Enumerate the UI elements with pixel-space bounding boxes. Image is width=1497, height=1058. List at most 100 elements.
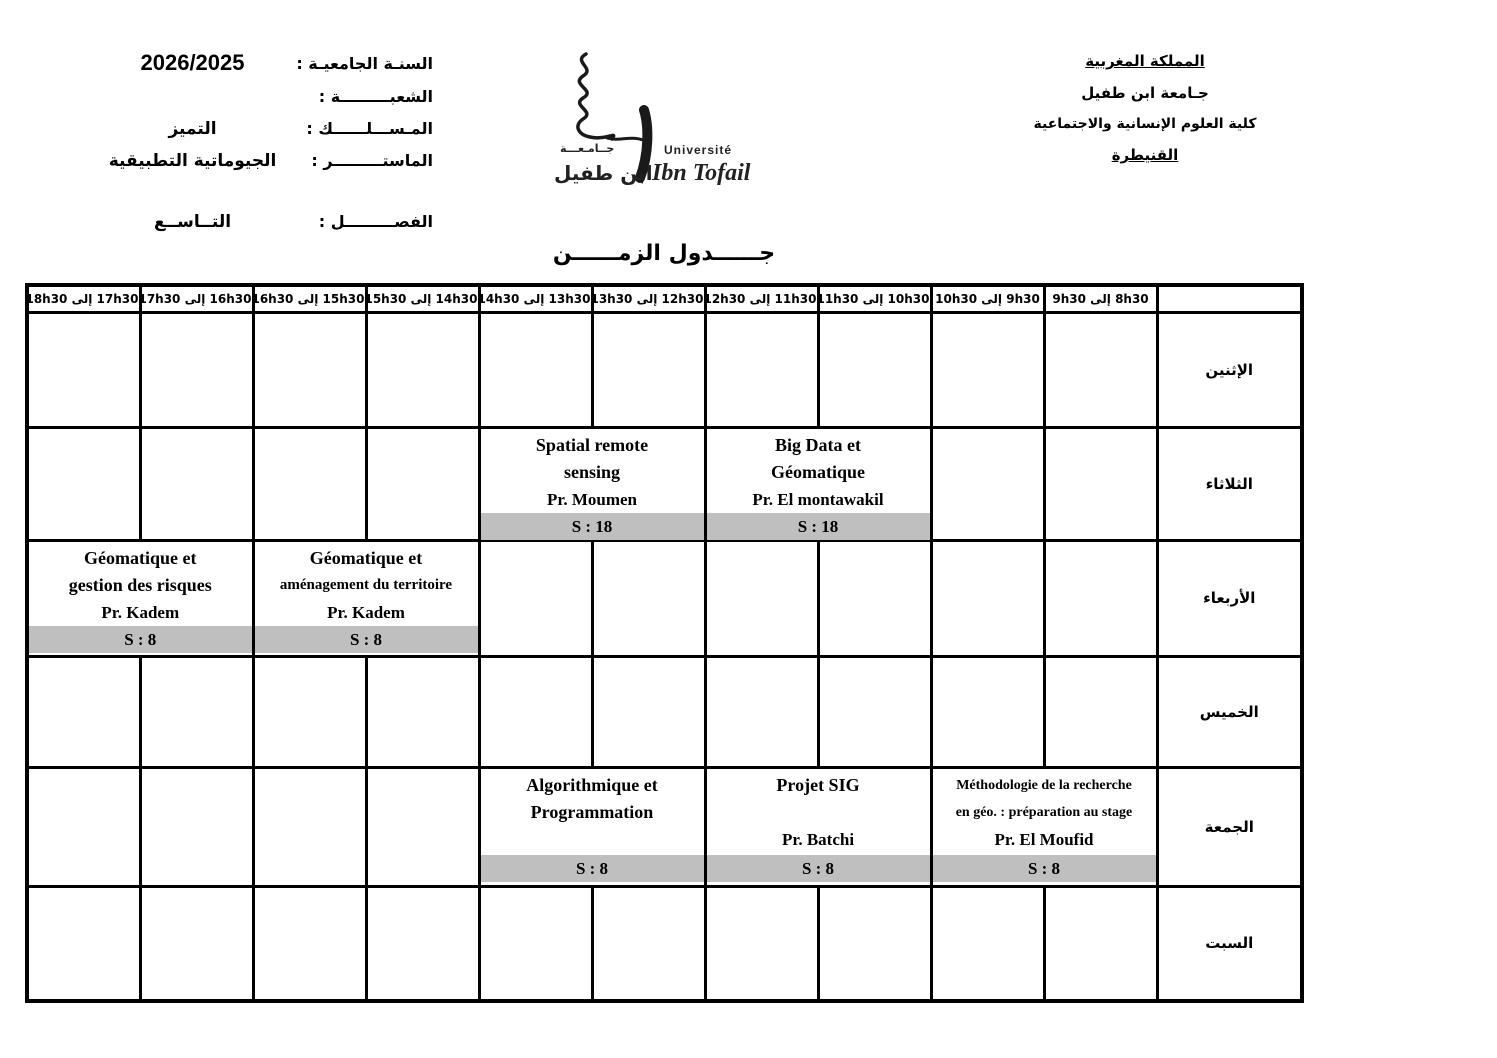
- empty-slot: [816, 538, 933, 658]
- empty-slot: [477, 538, 594, 658]
- empty-slot: [25, 884, 142, 1003]
- empty-slot: [25, 425, 142, 542]
- branch-row: الشعبـــــــــة :: [85, 85, 433, 115]
- time-slot-15h30-16h30: 15h30 إلى 16h30: [251, 283, 368, 314]
- day-column-header: [1155, 283, 1304, 314]
- semester-label: الفصـــــــــل :: [318, 212, 433, 231]
- time-slot-10h30-11h30: 10h30 إلى 11h30: [816, 283, 933, 314]
- course-title-line: Algorithmique et: [526, 774, 658, 795]
- empty-slot: [364, 884, 481, 1003]
- logo-arabic-name: ابن طفيل: [554, 161, 653, 185]
- empty-slot: [251, 310, 368, 429]
- empty-slot: [25, 654, 142, 769]
- day-label-saturday: السبت: [1155, 884, 1304, 1003]
- academic-year-label: السنـة الجامعيـة :: [296, 54, 433, 73]
- page-title: جــــــدول الزمــــــن: [552, 241, 776, 266]
- empty-slot: [251, 425, 368, 542]
- room-badge: S : 18: [480, 512, 704, 540]
- course-geomatique-gestion-risques: Géomatique et gestion des risques Pr. Ka…: [25, 538, 255, 658]
- track-value: التميز: [168, 119, 217, 139]
- course-geomatique-amenagement: Géomatique et aménagement du territoire …: [251, 538, 481, 658]
- time-slot-9h30-10h30: 9h30 إلى 10h30: [929, 283, 1046, 314]
- empty-slot: [477, 884, 594, 1003]
- time-slot-11h30-12h30: 11h30 إلى 12h30: [703, 283, 820, 314]
- time-slot-17h30-18h30: 17h30 إلى 18h30: [25, 283, 142, 314]
- faculty-line: كلية العلوم الإنسانية والاجتماعية: [1033, 116, 1257, 132]
- time-slot-16h30-17h30: 16h30 إلى 17h30: [138, 283, 255, 314]
- empty-slot: [138, 425, 255, 542]
- branch-label: الشعبـــــــــة :: [318, 87, 433, 106]
- empty-slot: [590, 654, 707, 769]
- room-badge: S : 8: [932, 854, 1156, 882]
- course-title-line: sensing: [563, 461, 621, 482]
- course-spatial-remote-sensing: Spatial remote sensing Pr. Moumen S : 18: [477, 425, 707, 542]
- row-monday: الإثنين: [25, 310, 1304, 429]
- course-professor: Pr. El montawakil: [752, 489, 884, 509]
- timetable: 17h30 إلى 18h30 16h30 إلى 17h30 15h30 إل…: [25, 283, 1304, 1003]
- empty-slot: [816, 654, 933, 769]
- row-friday: Algorithmique et Programmation S : 8 Pro…: [25, 765, 1304, 888]
- course-professor: Pr. El Moufid: [994, 829, 1094, 849]
- time-slot-13h30-14h30: 13h30 إلى 14h30: [477, 283, 594, 314]
- course-title-line: Big Data et: [775, 434, 861, 455]
- empty-slot: [1042, 538, 1159, 658]
- empty-slot: [703, 310, 820, 429]
- empty-slot: [25, 765, 142, 888]
- course-professor: [481, 826, 704, 853]
- academic-year-row: 2026/2025 السنـة الجامعيـة :: [85, 50, 434, 82]
- time-slot-12h30-13h30: 12h30 إلى 13h30: [590, 283, 707, 314]
- empty-slot: [703, 538, 820, 658]
- empty-slot: [364, 425, 481, 542]
- empty-slot: [251, 765, 368, 888]
- course-algorithmique-programmation: Algorithmique et Programmation S : 8: [477, 765, 707, 888]
- row-thursday: الخميس: [25, 654, 1304, 769]
- empty-slot: [929, 538, 1046, 658]
- course-title-line: gestion des risques: [68, 574, 212, 595]
- empty-slot: [477, 654, 594, 769]
- semester-row: التــاســع الفصـــــــــل :: [85, 210, 433, 240]
- day-label-thursday: الخميس: [1155, 654, 1304, 769]
- empty-slot: [816, 310, 933, 429]
- empty-slot: [138, 765, 255, 888]
- row-saturday: السبت: [25, 884, 1304, 1003]
- track-row: التميز المـســـلــــــك :: [85, 117, 433, 147]
- empty-slot: [929, 310, 1046, 429]
- master-label: الماستـــــــــر :: [311, 151, 433, 170]
- empty-slot: [929, 654, 1046, 769]
- empty-slot: [929, 884, 1046, 1003]
- course-title-line: Méthodologie de la recherche: [956, 777, 1132, 793]
- track-label: المـســـلــــــك :: [306, 119, 433, 138]
- time-slot-8h30-9h30: 8h30 إلى 9h30: [1042, 283, 1159, 314]
- row-wednesday: Géomatique et gestion des risques Pr. Ka…: [25, 538, 1304, 658]
- course-title-line: aménagement du territoire: [279, 576, 453, 593]
- logo-universite-text: Université: [664, 143, 732, 157]
- course-professor: Pr. Kadem: [101, 602, 180, 622]
- empty-slot: [138, 884, 255, 1003]
- city-line: القنيطرة: [1111, 146, 1179, 164]
- empty-slot: [364, 654, 481, 769]
- empty-slot: [1042, 310, 1159, 429]
- empty-slot: [590, 310, 707, 429]
- day-label-tuesday: الثلاثاء: [1155, 425, 1304, 542]
- academic-year-value: 2026/2025: [140, 50, 245, 75]
- empty-slot: [703, 884, 820, 1003]
- course-title-line: [707, 799, 930, 826]
- empty-slot: [816, 884, 933, 1003]
- empty-slot: [251, 654, 368, 769]
- empty-slot: [1042, 884, 1159, 1003]
- kingdom-line: المملكة المغربية: [1085, 52, 1205, 70]
- semester-value: التــاســع: [153, 212, 232, 232]
- course-title-line: Géomatique et: [84, 547, 197, 568]
- empty-slot: [703, 654, 820, 769]
- empty-slot: [929, 425, 1046, 542]
- logo-ibn-tofail-text: Ibn Tofail: [651, 160, 751, 186]
- course-professor: Pr. Kadem: [327, 602, 405, 622]
- course-professor: Pr. Moumen: [546, 489, 638, 509]
- institution-block: المملكة المغربية جـامعة ابن طفيل كلية ال…: [995, 52, 1295, 178]
- room-badge: S : 8: [254, 625, 478, 653]
- empty-slot: [25, 310, 142, 429]
- room-badge: S : 8: [29, 625, 252, 653]
- master-value: الجيوماتية التطبيقية: [108, 151, 277, 171]
- course-big-data-geomatique: Big Data et Géomatique Pr. El montawakil…: [703, 425, 933, 542]
